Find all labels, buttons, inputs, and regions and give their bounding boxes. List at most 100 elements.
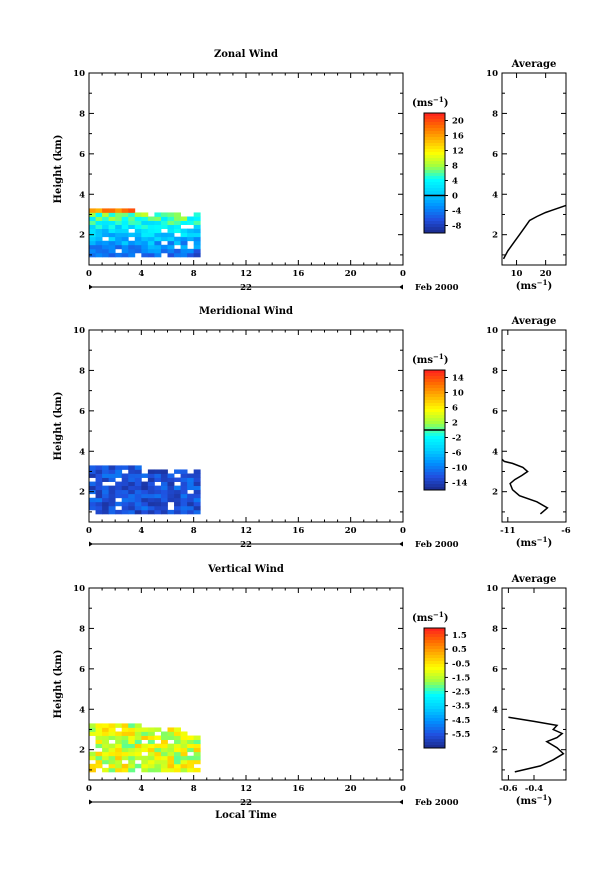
heatmap-cell: [115, 747, 123, 753]
colorbar-band: [424, 640, 445, 644]
heatmap-cell: [115, 763, 123, 769]
colorbar-band: [424, 646, 445, 650]
colorbar-band: [424, 179, 445, 183]
x-tick-label: 8: [191, 269, 197, 279]
heatmap-cell: [102, 723, 110, 728]
heatmap-cell: [89, 216, 96, 221]
colorbar-band: [424, 481, 445, 485]
heatmap-cell: [121, 244, 129, 250]
panel-title: Meridional Wind: [199, 306, 293, 317]
day-line-left-cap: [89, 541, 93, 547]
heatmap-cell: [167, 220, 175, 225]
colorbar-band: [424, 125, 445, 129]
profile-title: Average: [511, 59, 557, 70]
unit-base: (ms: [412, 98, 433, 109]
heatmap-cell: [174, 739, 181, 745]
heatmap-cell: [147, 216, 155, 221]
colorbar-band: [424, 376, 445, 380]
profile-line: [501, 458, 549, 515]
colorbar-band: [424, 442, 445, 446]
heatmap-cells: [89, 723, 201, 773]
profile-y-tick-label: 6: [492, 407, 498, 417]
colorbar-band: [424, 197, 445, 201]
heatmap-cell: [160, 473, 168, 478]
profile-frame: [501, 587, 567, 781]
heatmap-cell: [134, 501, 142, 507]
y-tick-label: 6: [79, 407, 85, 417]
colorbar-tick-label: -6: [452, 449, 462, 459]
heatmap-cell: [187, 481, 195, 487]
heatmap-cell: [102, 252, 110, 258]
heatmap-cell: [154, 735, 162, 740]
heatmap-cell: [108, 723, 116, 728]
heatmap-cell: [141, 509, 149, 515]
colorbar-band: [424, 391, 445, 395]
x-tick-label: 0: [86, 526, 92, 536]
heatmap-cell: [174, 485, 181, 491]
heatmap-cell: [102, 212, 110, 217]
heatmap-cell: [108, 743, 116, 749]
colorbar-tick-label: 8: [452, 162, 458, 172]
colorbar-unit-label: (ms−1): [412, 95, 448, 109]
colorbar-band: [424, 215, 445, 219]
heatmap-cell: [193, 493, 201, 499]
heatmap-cell: [108, 485, 116, 491]
colorbar-tick-label: 4: [452, 177, 458, 187]
heatmap-cell: [147, 485, 155, 491]
heatmap-cell: [95, 501, 103, 507]
heatmap-cell: [167, 747, 175, 753]
colorbar-band: [424, 385, 445, 389]
heatmap-cell: [167, 248, 175, 254]
colorbar-band: [424, 709, 445, 713]
colorbar-band: [424, 418, 445, 422]
heatmap-cell: [160, 505, 168, 511]
heatmap-cell: [108, 747, 116, 753]
colorbar-band: [424, 673, 445, 677]
heatmap-cell: [121, 501, 129, 507]
heatmap-cell: [160, 731, 168, 736]
heatmap-cell: [121, 747, 129, 753]
heatmap-cell: [167, 751, 175, 757]
x-axis: 0 4 8 12 16 20 0: [86, 588, 406, 794]
y-axis: 2 4 6 8 10: [73, 69, 403, 256]
colorbar-unit-label: (ms−1): [412, 352, 448, 366]
heatmap-cell: [128, 208, 136, 213]
heatmap-cell: [95, 485, 103, 491]
x-tick-label: 0: [400, 784, 406, 794]
heatmap-cell: [160, 763, 168, 769]
colorbar-band: [424, 451, 445, 455]
unit-exponent: −1: [537, 793, 548, 802]
colorbar-unit-label: (ms−1): [412, 610, 448, 624]
heatmap-cell: [115, 236, 123, 242]
x-tick-label: 16: [292, 526, 304, 536]
heatmap-cell: [121, 232, 129, 238]
heatmap-cell: [128, 216, 136, 221]
day-line-right-cap: [399, 541, 403, 547]
heatmap-cell: [174, 767, 181, 773]
profile-y-tick-label: 8: [492, 366, 498, 376]
heatmap-cell: [180, 232, 188, 238]
colorbar-tick-label: 2: [452, 419, 458, 429]
heatmap-cell: [115, 755, 123, 761]
heatmap-cell: [115, 739, 123, 745]
heatmap-cell: [160, 248, 168, 254]
heatmap-cell: [174, 493, 181, 499]
heatmap-cell: [134, 473, 142, 478]
profile-y-tick-label: 10: [486, 69, 498, 79]
colorbar-band: [424, 727, 445, 731]
heatmap-cell: [128, 248, 136, 254]
heatmap-cell: [147, 731, 155, 736]
heatmap-cell: [128, 477, 136, 482]
heatmap-cell: [134, 755, 142, 761]
heatmap-cell: [89, 763, 96, 769]
y-tick-label: 8: [79, 624, 85, 634]
heatmap-cell: [180, 763, 188, 769]
heatmap-cell: [128, 739, 136, 745]
heatmap-cell: [174, 252, 181, 258]
heatmap-cell: [180, 228, 188, 234]
heatmap-cell: [154, 763, 162, 769]
heatmap-cell: [108, 212, 116, 217]
heatmap-cell: [193, 473, 201, 478]
heatmap-cell: [160, 212, 168, 217]
